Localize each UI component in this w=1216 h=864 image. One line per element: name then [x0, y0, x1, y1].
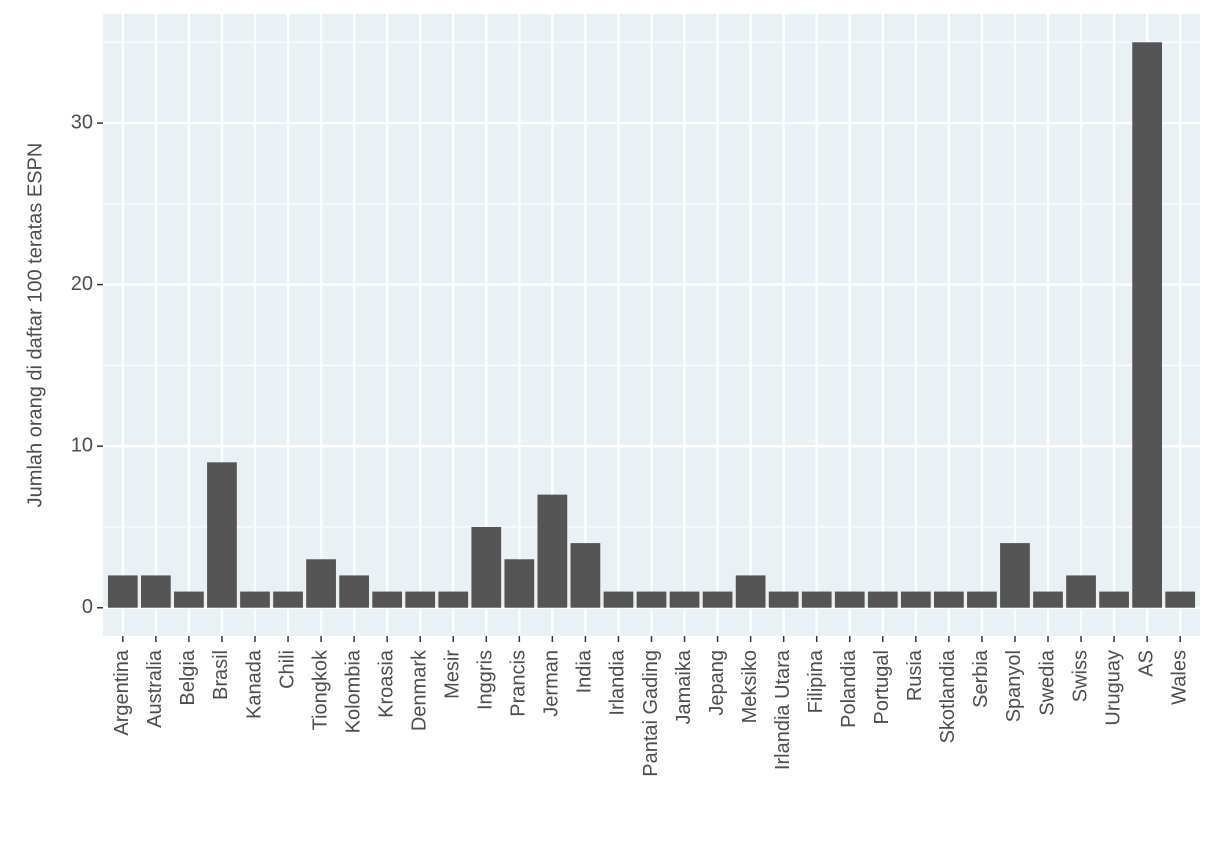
x-tick-label: Australia	[144, 649, 166, 728]
x-tick-label: Denmark	[408, 649, 430, 731]
bar	[306, 559, 336, 608]
bar	[273, 591, 303, 608]
x-tick-label: Rusia	[904, 649, 926, 701]
x-tick-label: Uruguay	[1102, 650, 1124, 726]
x-tick-label: Argentina	[111, 649, 133, 735]
x-tick-label: Jepang	[706, 650, 728, 716]
x-tick-label: Jamaika	[673, 649, 695, 724]
bar	[537, 494, 568, 608]
bar	[570, 543, 601, 608]
x-tick-label: Inggris	[475, 650, 497, 710]
bar	[339, 575, 369, 608]
bar	[867, 591, 898, 608]
x-tick-label: Spanyol	[1003, 650, 1025, 722]
bar	[174, 591, 204, 608]
bar	[1066, 575, 1096, 608]
bar	[1000, 543, 1030, 608]
x-tick-label: Wales	[1168, 650, 1190, 705]
bar	[240, 591, 270, 608]
x-tick-label: Meksiko	[739, 650, 761, 723]
x-tick-label: Serbia	[970, 649, 992, 708]
bar	[107, 575, 138, 608]
y-axis-label: Jumlah orang di daftar 100 teratas ESPN	[24, 143, 46, 508]
x-tick-label: Tiongkok	[309, 649, 331, 730]
bar	[1099, 591, 1129, 608]
bar	[603, 591, 634, 608]
y-tick-label: 20	[71, 273, 93, 295]
x-tick-label: Pantai Gading	[640, 650, 662, 777]
x-tick-label: Jerman	[541, 650, 563, 717]
y-tick-label: 30	[71, 111, 93, 133]
x-tick-label: Swiss	[1069, 650, 1091, 702]
bar	[438, 591, 469, 608]
x-tick-label: Brasil	[210, 650, 232, 700]
bar	[702, 591, 733, 608]
bar	[471, 526, 502, 608]
bar	[504, 559, 535, 608]
x-tick-label: Belgia	[177, 649, 199, 705]
x-tick-label: Filipina	[805, 649, 827, 713]
x-tick-label: Prancis	[508, 650, 530, 717]
x-tick-label: Chili	[276, 650, 298, 689]
bar	[372, 591, 403, 608]
x-tick-label: India	[574, 649, 596, 693]
bar	[140, 575, 171, 608]
bar	[1132, 42, 1163, 608]
bar	[1033, 591, 1063, 608]
bar	[768, 591, 799, 608]
bar	[834, 591, 865, 608]
x-tick-label: AS	[1135, 650, 1157, 677]
x-tick-label: Polandia	[838, 649, 860, 728]
x-tick-label: Portugal	[871, 650, 893, 725]
x-tick-label: Kroasia	[375, 649, 397, 718]
bar	[801, 591, 832, 608]
x-tick-label: Mesir	[442, 650, 464, 699]
x-tick-label: Kolombia	[342, 649, 364, 733]
y-tick-label: 0	[82, 596, 93, 618]
x-tick-label: Irlandia	[607, 649, 629, 715]
x-tick-label: Skotlandia	[937, 649, 959, 743]
y-tick-label: 10	[71, 434, 93, 456]
bar	[207, 462, 237, 608]
bar	[1165, 591, 1196, 608]
bar	[636, 591, 667, 608]
bar	[967, 591, 997, 608]
x-tick-label: Kanada	[243, 649, 265, 719]
x-tick-label: Irlandia Utara	[772, 649, 794, 770]
bar	[405, 591, 436, 608]
bar	[900, 591, 931, 608]
x-tick-label: Swedia	[1036, 649, 1058, 715]
bar	[735, 575, 766, 608]
bar	[934, 591, 964, 608]
bar	[669, 591, 700, 608]
